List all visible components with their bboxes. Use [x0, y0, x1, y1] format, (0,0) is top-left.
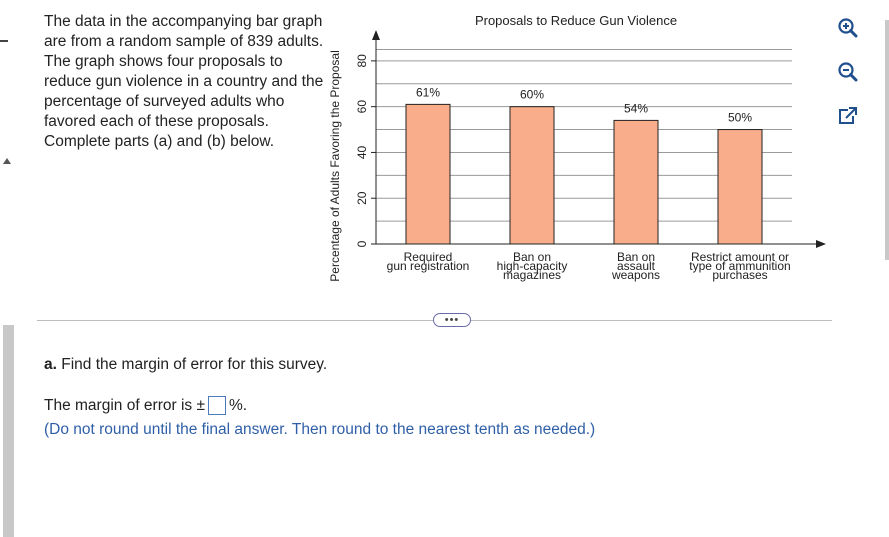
bar: [613, 119, 659, 245]
category-label: Required: [404, 250, 453, 264]
zoom-in-icon: [838, 18, 858, 38]
category-label: high-capacity: [497, 259, 568, 273]
zoom-in-button[interactable]: [834, 14, 862, 42]
question-a: a. Find the margin of error for this sur…: [44, 356, 327, 374]
category-label: Ban on: [617, 250, 655, 264]
category-label: weapons: [611, 268, 660, 282]
bar-data-label: 60%: [520, 88, 544, 102]
category-label: type of ammunition: [689, 259, 790, 273]
popout-icon: [839, 107, 857, 124]
y-axis-arrow-icon: [372, 30, 380, 40]
zoom-out-button[interactable]: [834, 58, 862, 86]
problem-statement: The data in the accompanying bar graph a…: [44, 13, 324, 150]
y-tick-label: 20: [355, 191, 369, 205]
chart-ylabel: Percentage of Adults Favoring the Propos…: [328, 50, 342, 281]
bar-data-label: 50%: [728, 111, 752, 125]
category-label: Restrict amount or: [691, 250, 789, 264]
chart-title: Proposals to Reduce Gun Violence: [475, 13, 677, 28]
right-scrollbar-thumb[interactable]: [885, 20, 889, 260]
margin-of-error-input[interactable]: [207, 396, 226, 415]
question-a-part: a.: [44, 356, 57, 373]
bar-chart: Proposals to Reduce Gun Violence Percent…: [328, 13, 826, 282]
left-edge-mark: [0, 40, 8, 42]
y-tick-label: 80: [355, 54, 369, 68]
left-scrollbar[interactable]: [0, 70, 14, 537]
bar: [717, 129, 763, 245]
bar: [509, 106, 555, 245]
answer-suffix: %.: [228, 396, 248, 414]
answer-prefix: The margin of error is ±: [44, 396, 205, 414]
y-tick-label: 40: [355, 145, 369, 159]
scroll-up-arrow-icon[interactable]: [3, 158, 11, 164]
more-button[interactable]: •••: [433, 313, 471, 327]
left-scrollbar-thumb[interactable]: [3, 325, 14, 537]
zoom-out-icon: [838, 62, 858, 82]
bars-layer: 61% 60% 54% 50%: [405, 85, 763, 245]
category-label: purchases: [712, 268, 767, 282]
answer-line: The margin of error is ± %.: [44, 396, 247, 415]
y-tick-label: 60: [355, 100, 369, 114]
popout-button[interactable]: [834, 102, 862, 130]
bar: [405, 103, 451, 245]
category-label: magazines: [503, 268, 561, 282]
rounding-instruction: (Do not round until the final answer. Th…: [44, 421, 596, 438]
y-tick-label: 0: [355, 240, 369, 247]
category-label: Ban on: [513, 250, 551, 264]
bar-data-label: 54%: [624, 101, 648, 115]
question-a-text: Find the margin of error for this survey…: [56, 356, 328, 373]
bar-data-label: 61%: [416, 85, 440, 99]
category-label: gun registration: [387, 259, 470, 273]
category-label: assault: [617, 259, 656, 273]
x-axis-arrow-icon: [816, 240, 826, 248]
